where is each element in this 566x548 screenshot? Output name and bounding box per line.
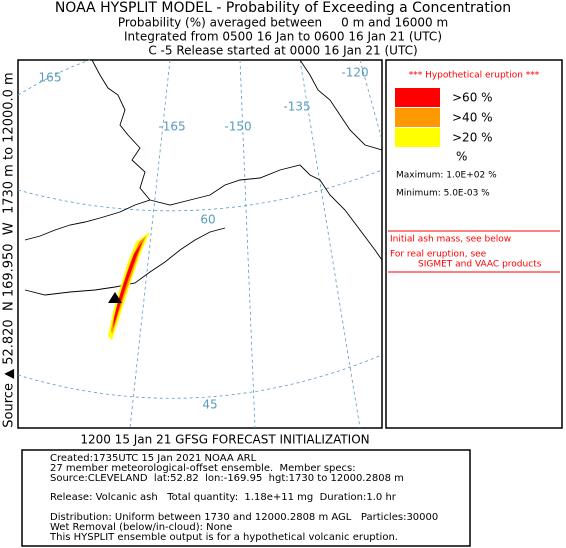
legend-note: For real eruption, see [390, 250, 487, 260]
legend-max: Maximum: 1.0E+02 % [396, 171, 497, 181]
legend-level: >20 % [452, 131, 493, 145]
legend-note: SIGMET and VAAC products [418, 260, 542, 270]
footer-line: Distribution: Uniform between 1730 and 1… [50, 512, 438, 523]
legend-level: >40 % [452, 111, 493, 125]
graticule [17, 59, 383, 429]
lon-line [17, 59, 91, 96]
legend-frame [385, 59, 563, 429]
grid-label: 60 [200, 213, 215, 227]
footer-line: Source:CLEVELAND lat:52.82 lon:-169.95 h… [50, 473, 404, 484]
grid-label: -165 [158, 120, 185, 134]
plume-40 [111, 236, 146, 334]
lon-line [239, 59, 256, 429]
footer-line: Wet Removal (below/in-cloud): None [50, 522, 232, 533]
source-label: Source ▲ 52.820 N 169.950 W 1730 m to 12… [2, 72, 17, 427]
legend-note: Initial ash mass, see below [390, 235, 511, 245]
footer-frame [21, 449, 471, 547]
initialization: 1200 15 Jan 21 GFSG FORECAST INITIALIZAT… [80, 433, 369, 447]
grid-label: 165 [39, 71, 62, 85]
legend-min: Minimum: 5.0E-03 % [396, 189, 490, 199]
lon-line [129, 59, 171, 429]
grid-label: -135 [283, 100, 310, 114]
coastlines [24, 59, 383, 296]
legend-swatch [395, 108, 440, 127]
legend-title: *** Hypothetical eruption *** [409, 71, 540, 81]
lon-line [359, 59, 383, 141]
source-marker [108, 292, 122, 303]
footer-line: Release: Volcanic ash Total quantity: 1.… [50, 492, 397, 503]
header-line: Probability (%) averaged between 0 m and… [118, 16, 448, 30]
legend-level: >60 % [452, 91, 493, 105]
legend-swatch [395, 88, 440, 107]
grid-label: -150 [224, 120, 251, 134]
coastline [299, 59, 383, 151]
grid-label: -120 [341, 66, 368, 80]
aleutians [24, 227, 226, 296]
coastline [149, 164, 383, 261]
lon-line [299, 59, 361, 429]
legend-unit: % [456, 150, 467, 164]
map-frame [17, 59, 383, 429]
footer-line: This HYSPLIT ensemble output is for a hy… [49, 532, 398, 543]
grid-label: 45 [202, 398, 217, 412]
plume [108, 232, 150, 340]
lat-line [17, 354, 383, 399]
footer-line: 27 member meteorological-offset ensemble… [50, 463, 356, 474]
lat-line [17, 169, 383, 212]
coastline [24, 59, 151, 241]
header-line: C -5 Release started at 0000 16 Jan 21 (… [148, 44, 417, 58]
header-line: Integrated from 0500 16 Jan to 0600 16 J… [124, 30, 442, 44]
header-line: NOAA HYSPLIT MODEL - Probability of Exce… [55, 0, 511, 16]
footer-line: Created:1735UTC 15 Jan 2021 NOAA ARL [50, 453, 257, 464]
legend-swatch [395, 128, 440, 147]
